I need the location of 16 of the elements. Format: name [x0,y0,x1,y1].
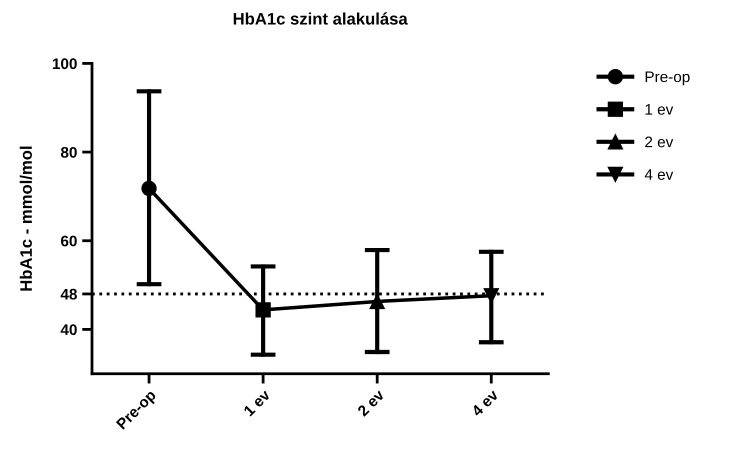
point [141,180,157,196]
y-axis-title: HbA1c - mmol/mol [20,146,32,291]
x-tick-label: 4 ev [470,388,500,418]
y-tick-label: 60 [60,236,77,246]
legend-label: Pre-op [646,72,690,86]
legend-label: 2 ev [645,136,674,148]
y-tick-label: 100 [52,58,77,70]
legend-label: 1 ev [646,104,674,115]
y-tick-label: 40 [60,324,77,336]
y-tick-label: 48 [60,288,77,300]
point [255,302,271,318]
chart-title: HbA1c szint alakulása [234,12,408,25]
y-tick-label: 80 [60,146,77,158]
x-tick-label: 2 ev [356,388,386,417]
legend-label: 4 ev [644,169,674,180]
x-tick-label: 1 ev [243,388,272,417]
